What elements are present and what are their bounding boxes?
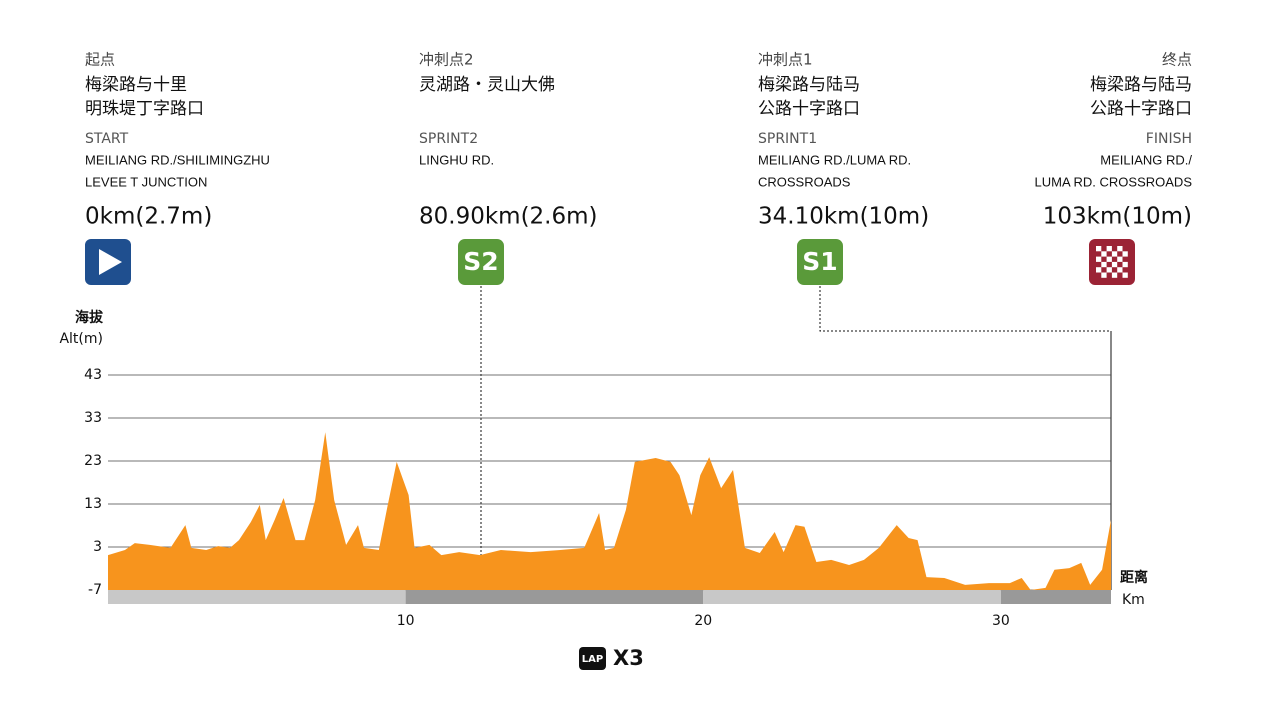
en-name: MEILIANG RD./ <box>1100 152 1192 167</box>
y-tick-label: 43 <box>84 367 102 383</box>
check <box>1096 246 1102 252</box>
x-tick-label: 10 <box>397 613 415 629</box>
check <box>1101 261 1107 268</box>
distance-segment <box>108 590 406 604</box>
check <box>1111 272 1118 278</box>
y-tick-label: 33 <box>84 410 102 426</box>
elevation-area <box>108 432 1111 590</box>
lap: LAP X3 <box>579 646 644 670</box>
y-tick-label: 13 <box>84 496 102 512</box>
cn-label: 终点 <box>1162 51 1192 69</box>
finish-icon <box>1089 239 1135 285</box>
lap-icon: LAP <box>582 654 603 665</box>
distance-segment <box>405 590 704 604</box>
x-tick-label: 20 <box>694 613 712 629</box>
y-axis-label: 海拔 <box>75 309 104 326</box>
cn-name: 公路十字路口 <box>758 99 860 119</box>
check <box>1122 272 1128 278</box>
en-name: LUMA RD. CROSSROADS <box>1035 174 1193 189</box>
s1-badge <box>797 239 843 285</box>
en-name: LEVEE T JUNCTION <box>85 174 207 189</box>
cn-name: 公路十字路口 <box>1090 99 1192 119</box>
en-name: MEILIANG RD./LUMA RD. <box>758 152 911 167</box>
check <box>1106 246 1112 252</box>
x-axis-unit: Km <box>1122 592 1145 608</box>
check <box>1096 256 1102 262</box>
y-axis-unit: Alt(m) <box>59 331 103 347</box>
distance-segment <box>1000 590 1111 604</box>
sprint1-line <box>819 286 1112 590</box>
en-name: LINGHU RD. <box>419 152 494 167</box>
cn-name: 灵湖路・灵山大佛 <box>419 75 555 95</box>
x-tick-label: 30 <box>992 613 1010 629</box>
cn-name: 梅梁路与十里 <box>85 75 187 95</box>
en-name: CROSSROADS <box>758 174 851 189</box>
check <box>1106 256 1112 262</box>
y-tick-label: 3 <box>93 539 102 555</box>
check <box>1117 267 1123 273</box>
check <box>1101 251 1107 257</box>
start-icon <box>85 239 131 285</box>
check <box>1117 246 1123 252</box>
cn-name: 明珠堤丁字路口 <box>85 99 204 119</box>
cn-label: 冲刺点2 <box>419 51 474 69</box>
en-label: SPRINT2 <box>419 131 478 147</box>
cn-name: 梅梁路与陆马 <box>758 75 860 95</box>
check <box>1101 272 1107 278</box>
cn-label: 起点 <box>85 51 115 69</box>
cn-name: 梅梁路与陆马 <box>1090 75 1192 95</box>
distance: 0km(2.7m) <box>85 204 212 230</box>
y-tick-label: 23 <box>84 453 102 469</box>
check <box>1111 261 1118 268</box>
check <box>1111 251 1118 257</box>
en-name: MEILIANG RD./SHILIMINGZHU <box>85 152 270 167</box>
check <box>1106 267 1112 273</box>
en-label: SPRINT1 <box>758 131 817 147</box>
distance-segment <box>703 590 1001 604</box>
distance: 103km(10m) <box>1043 204 1192 230</box>
check <box>1117 256 1123 262</box>
x-axis-label: 距离 <box>1120 569 1148 586</box>
badge-label: S1 <box>802 247 837 276</box>
check <box>1096 267 1102 273</box>
cn-label: 冲刺点1 <box>758 51 813 69</box>
lap-count: X3 <box>613 646 644 670</box>
check <box>1122 251 1128 257</box>
en-label: START <box>85 131 129 147</box>
distance: 34.10km(10m) <box>758 204 929 230</box>
s2-badge <box>458 239 504 285</box>
distance: 80.90km(2.6m) <box>419 204 598 230</box>
badge-label: S2 <box>463 247 498 276</box>
en-label: FINISH <box>1146 131 1192 147</box>
y-tick-label: -7 <box>88 582 102 598</box>
check <box>1122 261 1128 268</box>
